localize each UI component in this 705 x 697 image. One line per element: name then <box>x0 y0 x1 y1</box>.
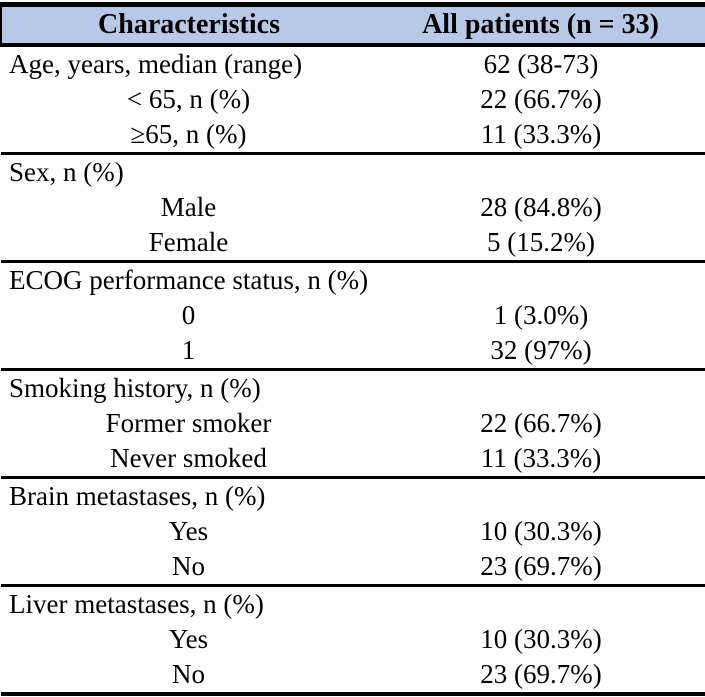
row-value: 62 (38-73) <box>483 49 599 79</box>
section-header-row: Brain metastases, n (%) <box>1 478 705 515</box>
table-row: Yes 10 (30.3%) <box>1 514 705 549</box>
row-value: 23 (69.7%) <box>376 549 705 587</box>
row-value: 5 (15.2%) <box>376 225 705 263</box>
row-label: Sex, n (%) <box>9 157 124 187</box>
section-header-row: Sex, n (%) <box>1 154 705 191</box>
table-header-row: Characteristics All patients (n = 33) <box>0 2 705 47</box>
row-label: Liver metastases, n (%) <box>9 589 264 619</box>
row-label: 1 <box>1 333 376 371</box>
row-value: 1 (3.0%) <box>493 300 589 330</box>
row-label: Female <box>1 225 376 263</box>
row-label: Smoking history, n (%) <box>9 373 261 403</box>
row-label: 0 <box>181 300 196 330</box>
row-label: Yes <box>168 624 209 654</box>
table-row: 0 1 (3.0%) <box>1 298 705 333</box>
table-row: Female 5 (15.2%) <box>1 225 705 263</box>
row-label: Male <box>160 192 217 222</box>
row-value: 10 (30.3%) <box>480 516 602 546</box>
row-value: 32 (97%) <box>376 333 705 371</box>
table-row: < 65, n (%) 22 (66.7%) <box>1 82 705 117</box>
row-value: 23 (69.7%) <box>376 657 705 696</box>
row-label: No <box>1 549 376 587</box>
section-header-row: Liver metastases, n (%) <box>1 586 705 623</box>
table-row: Male 28 (84.8%) <box>1 190 705 225</box>
section-header-row: Smoking history, n (%) <box>1 370 705 407</box>
column-header-characteristics: Characteristics <box>0 2 376 47</box>
row-value <box>376 154 705 191</box>
row-value: 28 (84.8%) <box>480 192 602 222</box>
table-row: ≥65, n (%) 11 (33.3%) <box>1 117 705 155</box>
row-label: No <box>1 657 376 696</box>
row-label: Age, years, median (range) <box>9 49 303 79</box>
row-label: < 65, n (%) <box>126 84 251 114</box>
row-value: 22 (66.7%) <box>480 408 602 438</box>
row-value <box>376 262 705 299</box>
row-value: 22 (66.7%) <box>480 84 602 114</box>
table-row: Former smoker 22 (66.7%) <box>1 406 705 441</box>
table-row: Yes 10 (30.3%) <box>1 622 705 657</box>
table-row: No 23 (69.7%) <box>1 549 705 587</box>
row-label: ≥65, n (%) <box>1 117 376 155</box>
row-value: 10 (30.3%) <box>480 624 602 654</box>
row-value: 11 (33.3%) <box>376 441 705 479</box>
table-row: 1 32 (97%) <box>1 333 705 371</box>
row-value <box>376 586 705 623</box>
table-row: No 23 (69.7%) <box>1 657 705 696</box>
section-header-row: Age, years, median (range) 62 (38-73) <box>1 45 705 82</box>
table-row: Never smoked 11 (33.3%) <box>1 441 705 479</box>
column-header-all-patients: All patients (n = 33) <box>376 2 705 47</box>
section-header-row: ECOG performance status, n (%) <box>1 262 705 299</box>
row-value <box>376 370 705 407</box>
row-label: Never smoked <box>1 441 376 479</box>
row-value: 11 (33.3%) <box>376 117 705 155</box>
table-body: Age, years, median (range) 62 (38-73) < 65… <box>1 45 705 696</box>
row-label: Yes <box>168 516 209 546</box>
row-value <box>376 478 705 515</box>
row-label: ECOG performance status, n (%) <box>9 265 369 295</box>
row-label: Former smoker <box>105 408 272 438</box>
row-label: Brain metastases, n (%) <box>9 481 266 511</box>
